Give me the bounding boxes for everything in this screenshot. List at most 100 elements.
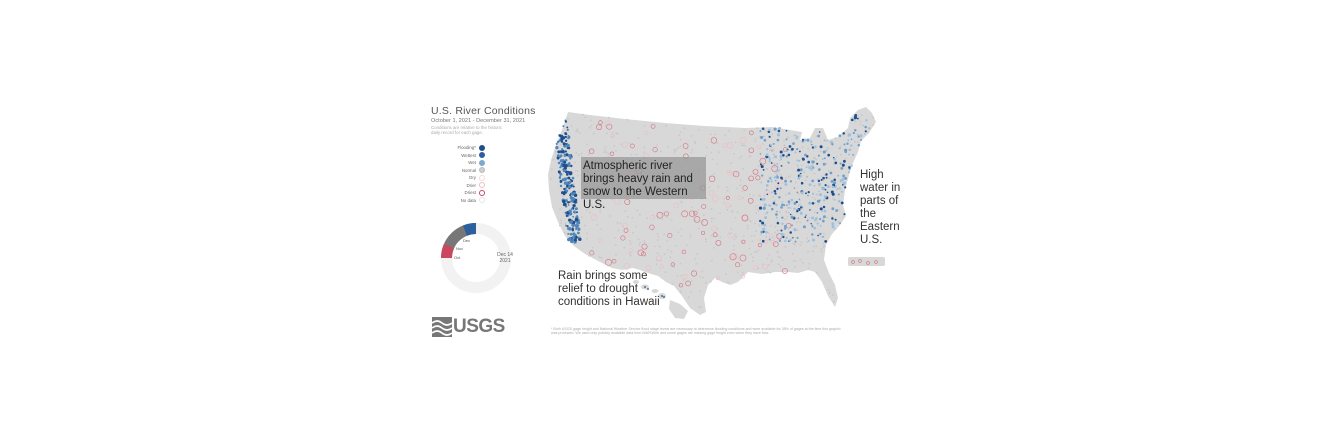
gage-point <box>615 253 617 256</box>
dial-month-label: Dec <box>463 238 470 243</box>
gage-point <box>758 194 760 197</box>
gage-point <box>626 216 629 218</box>
gage-point <box>701 203 707 209</box>
legend: Flooding* Wettest Wet Normal Dry Drier Driest N… <box>418 144 486 204</box>
gage-point <box>593 132 595 135</box>
gage-point <box>837 199 841 203</box>
gage-point <box>757 144 762 149</box>
gage-point <box>792 260 795 262</box>
gage-point <box>600 256 603 259</box>
gage-point <box>657 235 660 238</box>
gage-point <box>656 211 664 219</box>
gage-point <box>782 235 785 239</box>
gage-point <box>572 220 576 224</box>
gage-point <box>795 137 798 140</box>
gage-point <box>691 270 698 277</box>
gage-point <box>809 140 813 143</box>
gage-point <box>778 169 781 171</box>
gage-point <box>566 225 569 228</box>
dial-current-date: Dec 14 2021 <box>490 252 520 264</box>
gage-point <box>799 258 802 261</box>
gage-point <box>811 143 813 146</box>
gage-point <box>801 146 804 149</box>
gage-point <box>755 251 758 254</box>
gage-point <box>821 210 824 213</box>
gage-point <box>783 233 786 236</box>
gage-point <box>764 239 769 244</box>
gage-point <box>772 153 775 156</box>
gage-point <box>567 232 570 235</box>
gage-point <box>835 156 838 158</box>
gage-point <box>584 116 587 119</box>
gage-point <box>787 153 791 157</box>
gage-point <box>762 197 766 201</box>
gage-point <box>856 117 859 120</box>
gage-point <box>820 248 823 251</box>
gage-point <box>596 223 598 226</box>
gage-point <box>733 238 736 241</box>
gage-point <box>823 195 827 199</box>
legend-swatch <box>479 197 485 203</box>
gage-point <box>776 210 778 213</box>
gage-point <box>821 187 825 190</box>
gage-point <box>656 233 659 235</box>
gage-point <box>859 134 863 138</box>
gage-point <box>690 291 693 293</box>
gage-point <box>665 124 668 127</box>
gage-point <box>673 148 676 151</box>
gage-point <box>596 124 603 130</box>
gage-point <box>567 146 571 150</box>
gage-point <box>571 228 575 232</box>
time-dial[interactable]: Dec Nov Oct <box>438 220 514 296</box>
gage-point <box>558 224 561 227</box>
gage-point <box>773 241 779 247</box>
gage-point <box>781 177 784 180</box>
gage-point <box>656 144 658 147</box>
gage-point <box>772 195 775 198</box>
gage-point <box>713 246 715 249</box>
legend-item: Flooding* <box>418 144 486 152</box>
gage-point <box>823 245 826 247</box>
gage-point <box>559 166 562 169</box>
gage-point <box>779 265 782 268</box>
gage-point <box>763 135 765 138</box>
gage-point <box>801 261 804 264</box>
gage-point <box>712 217 715 220</box>
gage-point <box>831 222 835 226</box>
gage-point <box>564 135 568 139</box>
gage-point <box>770 178 773 181</box>
gage-point <box>551 168 553 171</box>
gage-point <box>751 256 754 259</box>
gage-point <box>712 232 718 238</box>
gage-point <box>799 244 802 247</box>
gage-point <box>728 171 731 174</box>
gage-point <box>759 219 762 223</box>
gage-point <box>563 231 566 234</box>
gage-point <box>784 218 786 221</box>
gage-point <box>795 181 797 184</box>
gage-point <box>638 244 641 247</box>
gage-point <box>859 123 861 126</box>
gage-point <box>842 159 846 163</box>
gage-point <box>759 239 762 242</box>
gage-point <box>812 156 815 159</box>
gage-point <box>831 215 834 218</box>
gage-point <box>571 176 575 180</box>
gage-point <box>796 191 799 194</box>
gage-point <box>806 138 810 142</box>
gage-point <box>557 161 561 165</box>
gage-point <box>699 275 702 278</box>
usgs-logo[interactable]: USGS <box>432 316 510 338</box>
gage-point <box>571 231 574 233</box>
gage-point <box>589 250 595 256</box>
gage-point <box>838 134 842 138</box>
gage-point <box>767 128 771 132</box>
gage-point <box>564 150 568 153</box>
gage-point <box>794 259 797 262</box>
gage-point <box>806 241 809 243</box>
gage-point <box>834 137 837 140</box>
gage-point <box>666 216 669 219</box>
gage-point <box>817 234 819 237</box>
gage-point <box>819 207 823 211</box>
gage-point <box>754 140 757 143</box>
